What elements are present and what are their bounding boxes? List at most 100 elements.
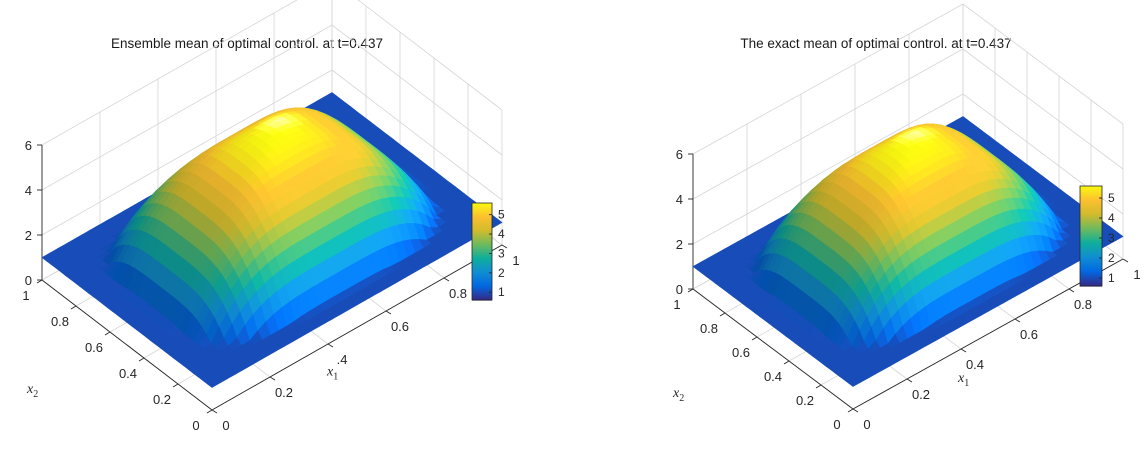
y-tick-label: 0: [833, 417, 840, 432]
colorbar-segment: [472, 248, 492, 251]
colorbar-segment: [472, 291, 492, 295]
colorbar-segment: [472, 261, 492, 264]
surface-patch: [848, 378, 862, 387]
colorbar: 1 2 3 4 5: [471, 202, 505, 301]
y-axis-label: x2: [672, 386, 684, 404]
colorbar-frame: [471, 202, 493, 301]
colorbar-segment: [1080, 194, 1102, 197]
colorbar-segment: [472, 270, 492, 274]
grid-line: [692, 48, 1124, 200]
x-tick-label: 0.2: [275, 385, 293, 400]
y-tick-label: 0.4: [764, 369, 782, 384]
colorbar-tick-label: 3: [498, 246, 505, 260]
colorbar-segment: [1080, 284, 1102, 287]
surface: [41, 92, 503, 388]
colorbar-segment: [1080, 206, 1102, 209]
colorbar-segment: [1080, 266, 1102, 269]
colorbar-segment: [472, 246, 492, 249]
x-tick-label: 1: [1133, 267, 1140, 282]
colorbar-segment: [472, 288, 492, 291]
colorbar-segment: [472, 215, 492, 219]
colorbar-tick-label: 1: [1108, 271, 1115, 285]
colorbar-segment: [1080, 216, 1102, 219]
colorbar-segment: [472, 262, 492, 266]
surface: [692, 116, 1124, 387]
colorbar-segment: [472, 225, 492, 228]
grid-line: [41, 24, 503, 191]
colorbar-segment: [1080, 239, 1102, 242]
colorbar-segment: [472, 283, 492, 287]
colorbar-segment: [1080, 267, 1102, 270]
z-tick-label: 6: [25, 138, 32, 153]
colorbar-segment: [472, 266, 492, 269]
colorbar-segment: [1080, 224, 1102, 227]
x-axis-line: [211, 244, 503, 411]
colorbar-segment: [472, 249, 492, 253]
colorbar-segment: [472, 251, 492, 254]
colorbar-tick-label: 5: [498, 208, 505, 222]
colorbar-segment: [1080, 192, 1102, 195]
x-tick-mark: [385, 310, 392, 315]
colorbar-segment: [1080, 269, 1102, 272]
x-tick-mark: [443, 277, 450, 282]
colorbar-segment: [1080, 246, 1102, 249]
colorbar-frame: [1079, 185, 1103, 287]
x-tick-label: 0.4: [966, 357, 984, 372]
colorbar-tick-label: 2: [498, 266, 505, 280]
colorbar-segment: [1080, 214, 1102, 217]
colorbar-segment: [472, 240, 492, 243]
colorbar-segment: [1080, 241, 1102, 244]
colorbar-segment: [1080, 261, 1102, 264]
colorbar-segment: [472, 253, 492, 256]
colorbar-segment: [472, 259, 492, 262]
colorbar-segment: [1080, 254, 1102, 257]
colorbar-segment: [1080, 199, 1102, 202]
x-tick-label: 0.8: [1074, 297, 1092, 312]
colorbar-segment: [1080, 191, 1102, 194]
colorbar-segment: [1080, 279, 1102, 282]
colorbar-segment: [1080, 282, 1102, 285]
colorbar-segment: [472, 219, 492, 222]
x-tick-label: 0.8: [449, 286, 467, 301]
colorbar-segment: [472, 217, 492, 220]
colorbar-segment: [472, 241, 492, 245]
x-tick-label: 0.6: [391, 319, 409, 334]
colorbar-segment: [472, 207, 492, 211]
colorbar-segment: [472, 211, 492, 214]
colorbar-segment: [1080, 229, 1102, 232]
chart-title: Ensemble mean of optimal control. at t=0…: [111, 36, 383, 51]
z-tick-label: 2: [676, 237, 683, 252]
x-tick-mark: [501, 244, 508, 249]
y-tick-mark: [104, 331, 111, 336]
grid-line: [692, 93, 1124, 245]
colorbar-segment: [1080, 242, 1102, 245]
x-tick-mark: [852, 408, 859, 413]
colorbar-tick-label: 4: [1108, 211, 1115, 225]
surface-patch: [206, 378, 221, 388]
colorbar-segment: [1080, 187, 1102, 190]
colorbar-segment: [472, 274, 492, 277]
colorbar-segment: [472, 230, 492, 233]
y-tick-mark: [815, 384, 822, 389]
y-tick-label: 0.4: [119, 366, 137, 381]
chart-panel-2: The exact mean of optimal control. at t=…: [672, 3, 1141, 432]
z-tick-label: 2: [25, 228, 32, 243]
colorbar-segment: [472, 243, 492, 246]
colorbar-segment: [1080, 257, 1102, 260]
y-tick-mark: [783, 360, 790, 365]
colorbar-segment: [1080, 204, 1102, 207]
colorbar-segment: [1080, 207, 1102, 210]
colorbar-segment: [472, 280, 492, 283]
colorbar-segment: [472, 290, 492, 293]
colorbar-segment: [472, 277, 492, 280]
x-tick-label: .4: [337, 352, 348, 367]
colorbar-segment: [1080, 244, 1102, 247]
y-tick-mark: [687, 288, 694, 293]
colorbar-tick-label: 4: [498, 227, 505, 241]
y-tick-label: 0.6: [85, 340, 103, 355]
colorbar-segment: [472, 206, 492, 209]
colorbar-segment: [472, 222, 492, 225]
colorbar-segment: [1080, 196, 1102, 199]
colorbar-segment: [1080, 236, 1102, 239]
